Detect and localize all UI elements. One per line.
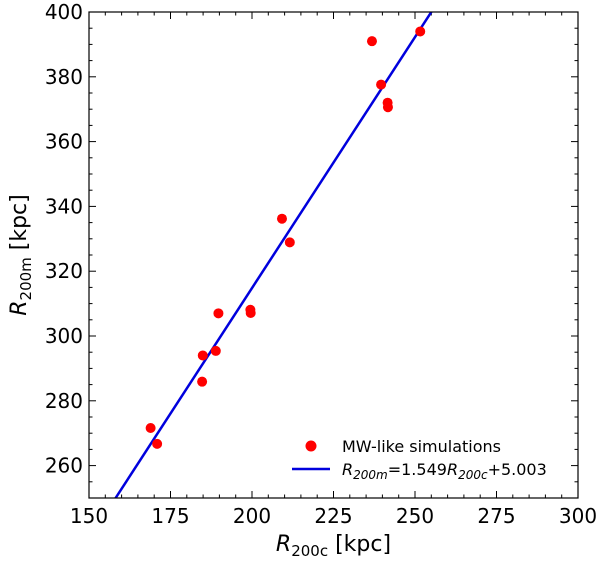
x-axis-label: R200c [kpc] [276, 532, 391, 560]
fit-line [114, 12, 433, 498]
y-tick-label: 280 [45, 389, 83, 413]
y-tick-label: 380 [45, 65, 83, 89]
x-tick-label: 225 [314, 504, 352, 528]
fit-line-group [114, 12, 433, 498]
x-tick-label: 275 [477, 504, 515, 528]
x-tick-labels: 150 175 200 225 250 275 300 [70, 504, 597, 528]
x-tick-label: 300 [559, 504, 597, 528]
data-point [245, 307, 256, 318]
y-tick-label: 360 [45, 130, 83, 154]
data-point [210, 345, 221, 356]
data-point [382, 102, 393, 113]
x-tick-label: 250 [396, 504, 434, 528]
plot-frame [88, 11, 579, 499]
data-point [376, 79, 387, 90]
legend: MW-like simulations R200m=1.549R200c+5.0… [292, 437, 547, 482]
data-point [197, 350, 208, 361]
data-point [197, 376, 208, 387]
y-tick-label: 300 [45, 324, 83, 348]
data-point [276, 213, 287, 224]
data-point [213, 308, 224, 319]
data-point [284, 237, 295, 248]
data-point [366, 36, 377, 47]
y-tick-label: 400 [45, 0, 83, 24]
data-point [152, 438, 163, 449]
y-tick-labels: 260 280 300 320 340 360 380 400 [45, 0, 83, 478]
data-point [415, 26, 426, 37]
y-axis-label: R200m [kpc] [7, 194, 35, 316]
y-tick-label: 320 [45, 259, 83, 283]
legend-scatter-marker [305, 440, 317, 452]
scatter-points [145, 26, 426, 449]
y-tick-label: 340 [45, 194, 83, 218]
x-tick-label: 175 [151, 504, 189, 528]
data-point [145, 423, 156, 434]
legend-fit-label: R200m=1.549R200c+5.003 [342, 460, 547, 482]
y-tick-label: 260 [45, 454, 83, 478]
legend-scatter-label: MW-like simulations [342, 437, 501, 456]
x-tick-label: 200 [233, 504, 271, 528]
x-tick-label: 150 [70, 504, 108, 528]
plot-area [114, 12, 433, 498]
